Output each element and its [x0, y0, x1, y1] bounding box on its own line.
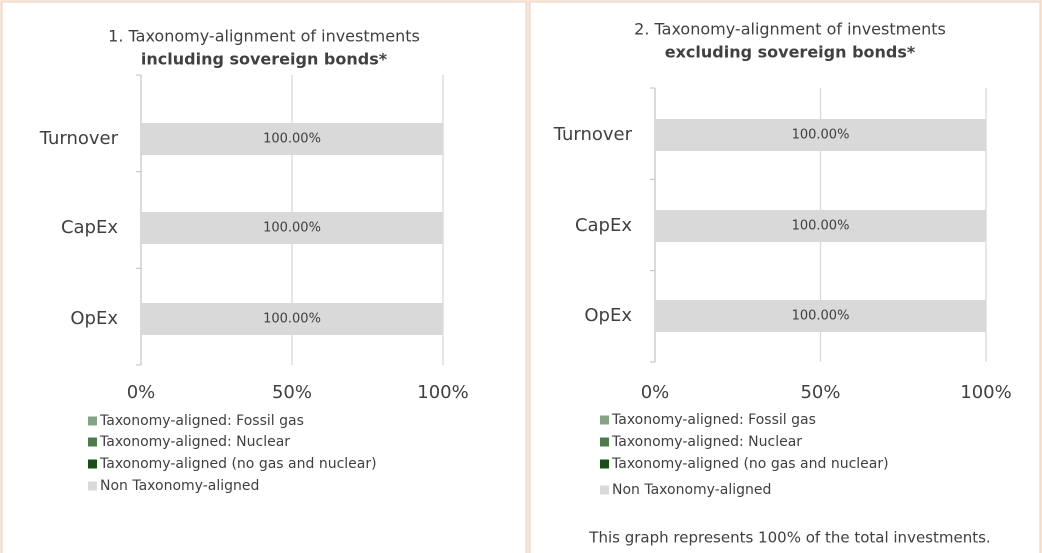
legend-label: Non Taxonomy-aligned: [612, 482, 771, 498]
footnote: This graph represents 100% of the total …: [588, 529, 990, 547]
chart-title: 2. Taxonomy-alignment of investments: [634, 20, 946, 39]
legend-swatch: [600, 485, 609, 495]
legend-swatch: [88, 416, 97, 426]
legend-swatch: [600, 415, 609, 425]
x-tick-label: 100%: [417, 382, 468, 403]
bar-segment: [141, 212, 443, 244]
bar-segment: [141, 123, 443, 155]
bar-segment: [655, 300, 986, 332]
chart-subtitle: including sovereign bonds*: [141, 50, 388, 69]
legend-swatch: [88, 437, 97, 447]
chart-title: 1. Taxonomy-alignment of investments: [108, 27, 420, 46]
category-label: CapEx: [575, 215, 632, 236]
category-label: CapEx: [61, 217, 118, 238]
data-label: 100.00%: [792, 219, 850, 234]
bar-segment: [141, 303, 443, 335]
data-label: 100.00%: [792, 128, 850, 143]
legend-swatch: [88, 459, 97, 469]
x-tick-label: 50%: [800, 382, 840, 403]
data-label: 100.00%: [263, 132, 321, 147]
legend-swatch: [600, 437, 609, 447]
legend-label: Non Taxonomy-aligned: [100, 478, 259, 494]
x-tick-label: 0%: [127, 382, 156, 403]
chart-subtitle: excluding sovereign bonds*: [665, 43, 916, 62]
category-label: OpEx: [70, 308, 118, 329]
category-label: Turnover: [39, 128, 119, 149]
legend-label: Taxonomy-aligned (no gas and nuclear): [611, 456, 889, 472]
legend-label: Taxonomy-aligned (no gas and nuclear): [99, 456, 377, 472]
data-label: 100.00%: [792, 309, 850, 324]
legend-label: Taxonomy-aligned: Nuclear: [611, 434, 802, 450]
legend-label: Taxonomy-aligned: Fossil gas: [99, 413, 304, 429]
x-tick-label: 100%: [960, 382, 1011, 403]
category-label: Turnover: [553, 124, 633, 145]
legend-swatch: [600, 459, 609, 469]
legend-label: Taxonomy-aligned: Nuclear: [99, 434, 290, 450]
panel: [529, 1, 1041, 553]
x-tick-label: 0%: [641, 382, 670, 403]
x-tick-label: 50%: [272, 382, 312, 403]
legend-label: Taxonomy-aligned: Fossil gas: [611, 412, 816, 428]
data-label: 100.00%: [263, 312, 321, 327]
bar-segment: [655, 119, 986, 151]
data-label: 100.00%: [263, 221, 321, 236]
category-label: OpEx: [584, 305, 632, 326]
legend-swatch: [88, 481, 97, 491]
bar-segment: [655, 210, 986, 242]
